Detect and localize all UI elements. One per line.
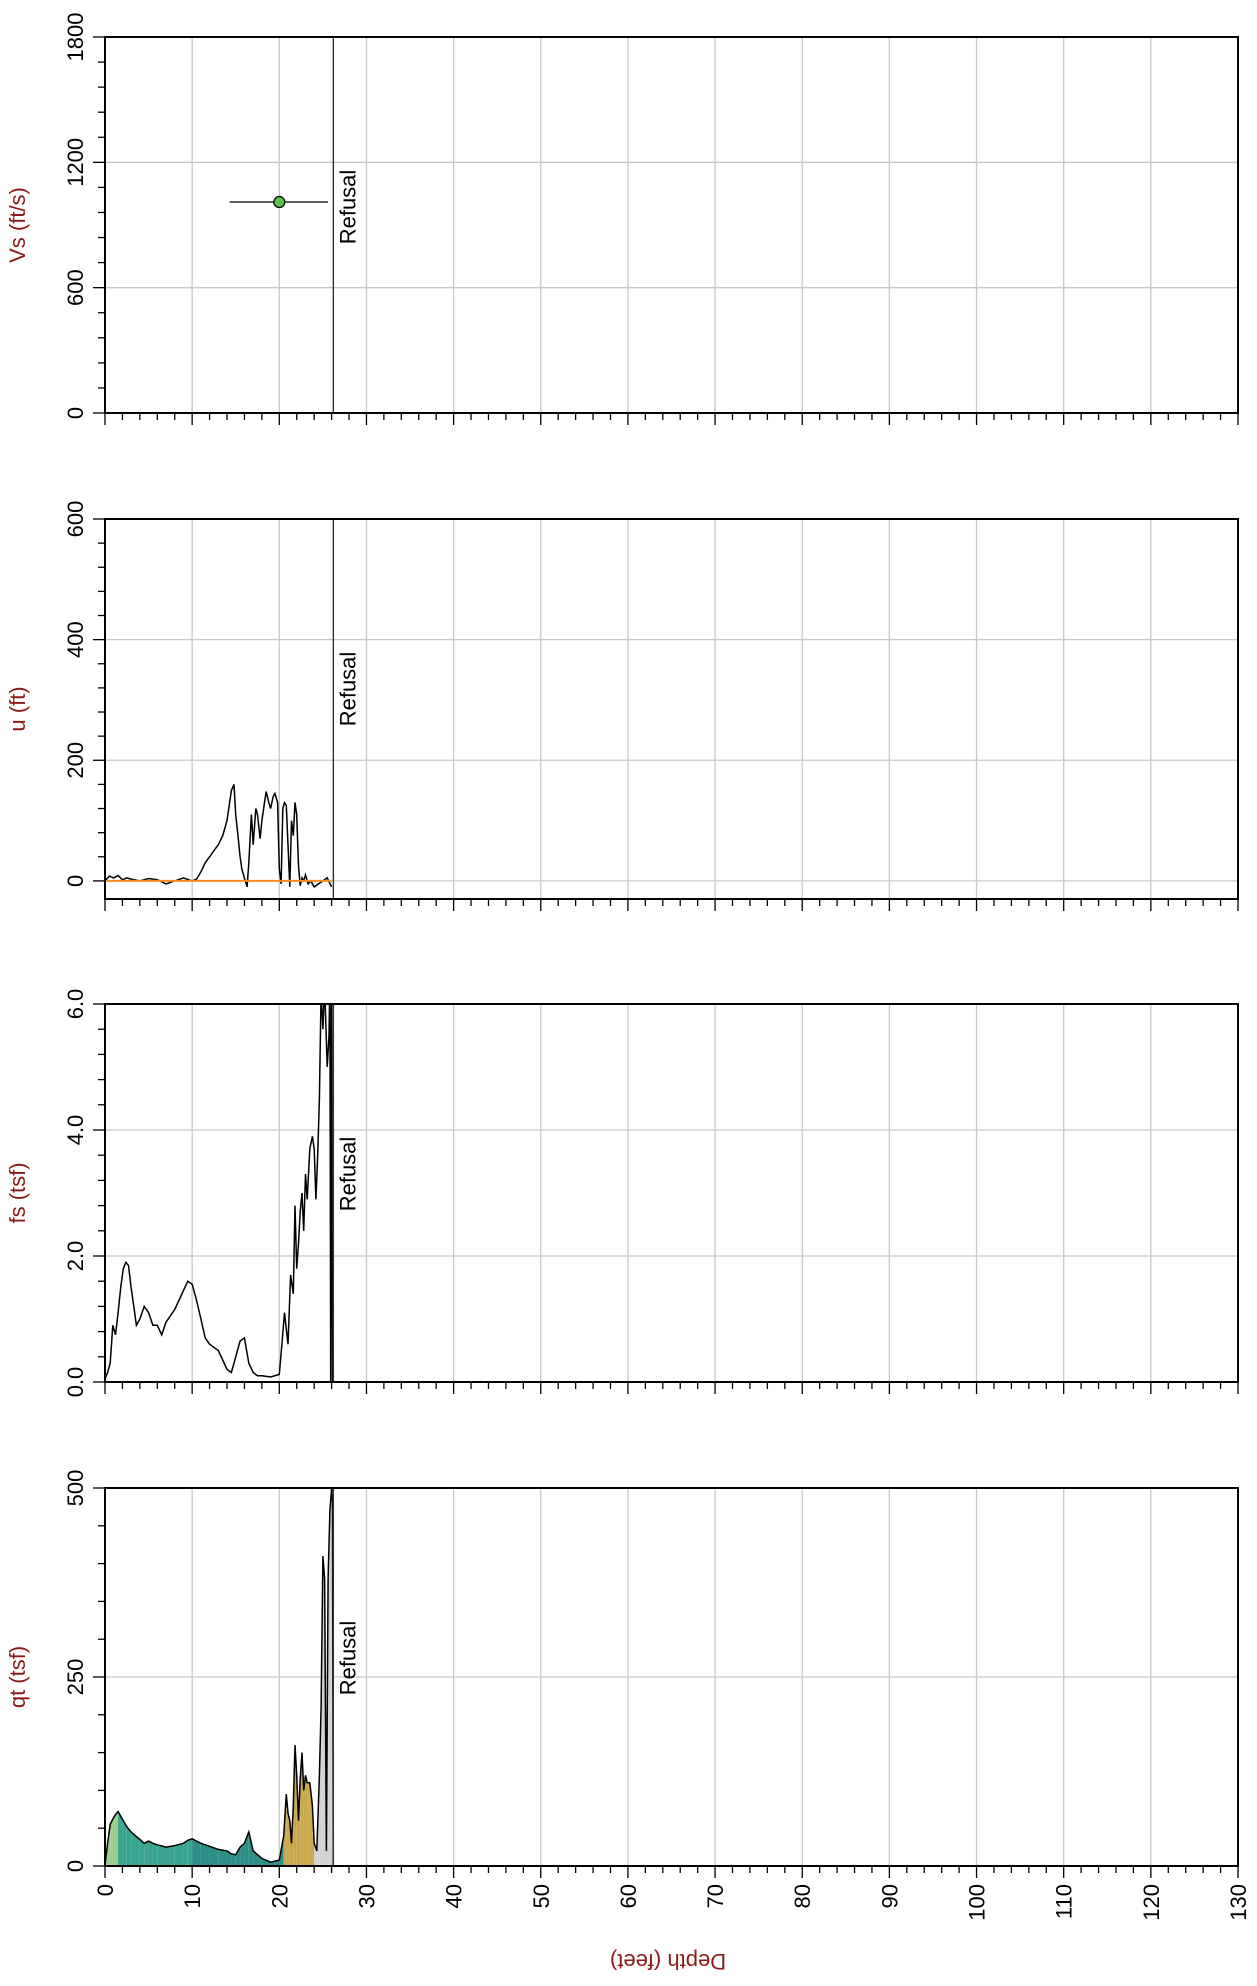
y-tick-label: 2.0 xyxy=(63,1241,88,1272)
plot-area xyxy=(105,37,1238,413)
qt-fill-segment xyxy=(174,1843,184,1866)
x-tick-label: 120 xyxy=(1139,1884,1164,1921)
x-tick-label: 100 xyxy=(965,1884,990,1921)
sleeve-friction-panel: Refusal 0.0 2.0 4.0 6.0 fs (tsf) xyxy=(5,989,1239,1398)
y-tick-label: 600 xyxy=(63,269,88,306)
x-tick-label: 20 xyxy=(267,1884,292,1908)
x-tick-label: 90 xyxy=(877,1884,902,1908)
qt-fill-segment xyxy=(135,1835,140,1866)
y-tick-label: 400 xyxy=(63,621,88,658)
qt-fill-segment xyxy=(110,1819,113,1866)
x-tick-label: 30 xyxy=(354,1884,379,1908)
data-layer xyxy=(105,784,333,888)
y-axis-title: u (ft) xyxy=(5,686,30,731)
y-tick-label: 0.0 xyxy=(63,1367,88,1398)
qt-fill-segment xyxy=(196,1841,201,1866)
qt-fill-segment xyxy=(144,1841,149,1866)
x-tick-label: 110 xyxy=(1052,1884,1077,1919)
tip-resistance-panel: Refusal 0 250 500 qt (tsf) 0 10 20 30 40 50 60 70 80 9… xyxy=(5,1470,1251,1921)
qt-fill-segment xyxy=(131,1831,136,1866)
y-tick-label: 1800 xyxy=(63,13,88,62)
x-tick-label: 50 xyxy=(529,1884,554,1908)
qt-fill-segment xyxy=(112,1814,116,1866)
qt-fill-segment xyxy=(200,1843,210,1866)
y-tick-label: 0 xyxy=(63,1860,88,1872)
plot-frame xyxy=(104,1003,1239,1383)
qt-fill-segment xyxy=(322,1556,325,1866)
qt-fill-segment xyxy=(288,1813,290,1866)
qt-fill-segment xyxy=(235,1847,241,1866)
y-tick-label: 6.0 xyxy=(63,989,88,1020)
qt-fill-segment xyxy=(231,1853,236,1866)
qt-fill-segment xyxy=(270,1859,280,1866)
refusal-label: Refusal xyxy=(335,170,360,245)
qt-fill-segment xyxy=(115,1811,119,1866)
qt-fill-segment xyxy=(253,1850,262,1866)
refusal-label: Refusal xyxy=(335,1621,360,1696)
qt-fill-segment xyxy=(166,1845,175,1866)
plot-frame xyxy=(104,36,1239,414)
y-tick-label: 200 xyxy=(63,742,88,779)
x-tick-label: 60 xyxy=(616,1884,641,1908)
y-axis-title: qt (tsf) xyxy=(5,1646,30,1708)
refusal-label: Refusal xyxy=(335,1137,360,1212)
qt-fill-segment xyxy=(183,1840,188,1866)
data-layer xyxy=(105,1004,334,1382)
y-tick-label: 0 xyxy=(63,407,88,419)
data-layer xyxy=(105,1488,335,1866)
plot-frame xyxy=(104,518,1239,900)
qt-fill-segment xyxy=(152,1843,158,1866)
qt-fill-segment xyxy=(305,1775,308,1866)
qt-fill-segment xyxy=(303,1775,306,1866)
qt-fill-segment xyxy=(307,1782,310,1866)
x-axis-title: Depth (feet) xyxy=(610,1949,726,1974)
y-axis-title: fs (tsf) xyxy=(5,1162,30,1223)
y-axis-title: Vs (ft/s) xyxy=(5,187,30,263)
x-tick-label: 10 xyxy=(180,1884,205,1908)
x-tick-label: 40 xyxy=(442,1884,467,1908)
y-tick-label: 4.0 xyxy=(63,1115,88,1146)
qt-fill-segment xyxy=(126,1826,132,1866)
qt-fill-segment xyxy=(187,1838,193,1866)
qt-fill-segment xyxy=(157,1844,167,1866)
pore-pressure-panel: Refusal 0 200 400 600 u (ft) xyxy=(5,501,1239,911)
qt-fill-segment xyxy=(107,1824,111,1866)
series-line xyxy=(105,1488,335,1866)
vs-panel: Refusal 0 600 1200 1800 Vs (ft/s) xyxy=(5,13,1239,425)
plot-area xyxy=(105,1004,1238,1382)
qt-fill-segment xyxy=(122,1819,127,1866)
vs-point xyxy=(273,195,286,209)
qt-fill-segment xyxy=(139,1839,145,1866)
plot-area xyxy=(105,519,1238,899)
x-tick-label: 0 xyxy=(93,1884,118,1896)
y-tick-label: 1200 xyxy=(63,138,88,187)
y-tick-label: 250 xyxy=(63,1659,88,1696)
refusal-label: Refusal xyxy=(335,652,360,727)
qt-fill-segment xyxy=(301,1752,304,1866)
x-tick-label: 80 xyxy=(790,1884,815,1908)
qt-fill-segment xyxy=(248,1831,254,1866)
qt-fill-segment xyxy=(192,1838,197,1866)
y-tick-label: 0 xyxy=(63,875,88,887)
qt-fill-segment xyxy=(261,1858,271,1866)
qt-fill-segment xyxy=(329,1488,332,1866)
y-tick-label: 500 xyxy=(63,1470,88,1507)
qt-fill-segment xyxy=(118,1811,123,1866)
series-line xyxy=(105,1004,334,1382)
y-tick-label: 600 xyxy=(63,501,88,538)
qt-fill-segment xyxy=(209,1846,219,1866)
qt-fill-segment xyxy=(148,1841,153,1866)
qt-fill-segment xyxy=(218,1849,228,1866)
qt-fill-segment xyxy=(227,1850,232,1866)
qt-fill-segment xyxy=(240,1843,245,1866)
data-layer xyxy=(229,195,329,209)
x-tick-label: 130 xyxy=(1226,1884,1251,1921)
x-tick-label: 70 xyxy=(703,1884,728,1908)
